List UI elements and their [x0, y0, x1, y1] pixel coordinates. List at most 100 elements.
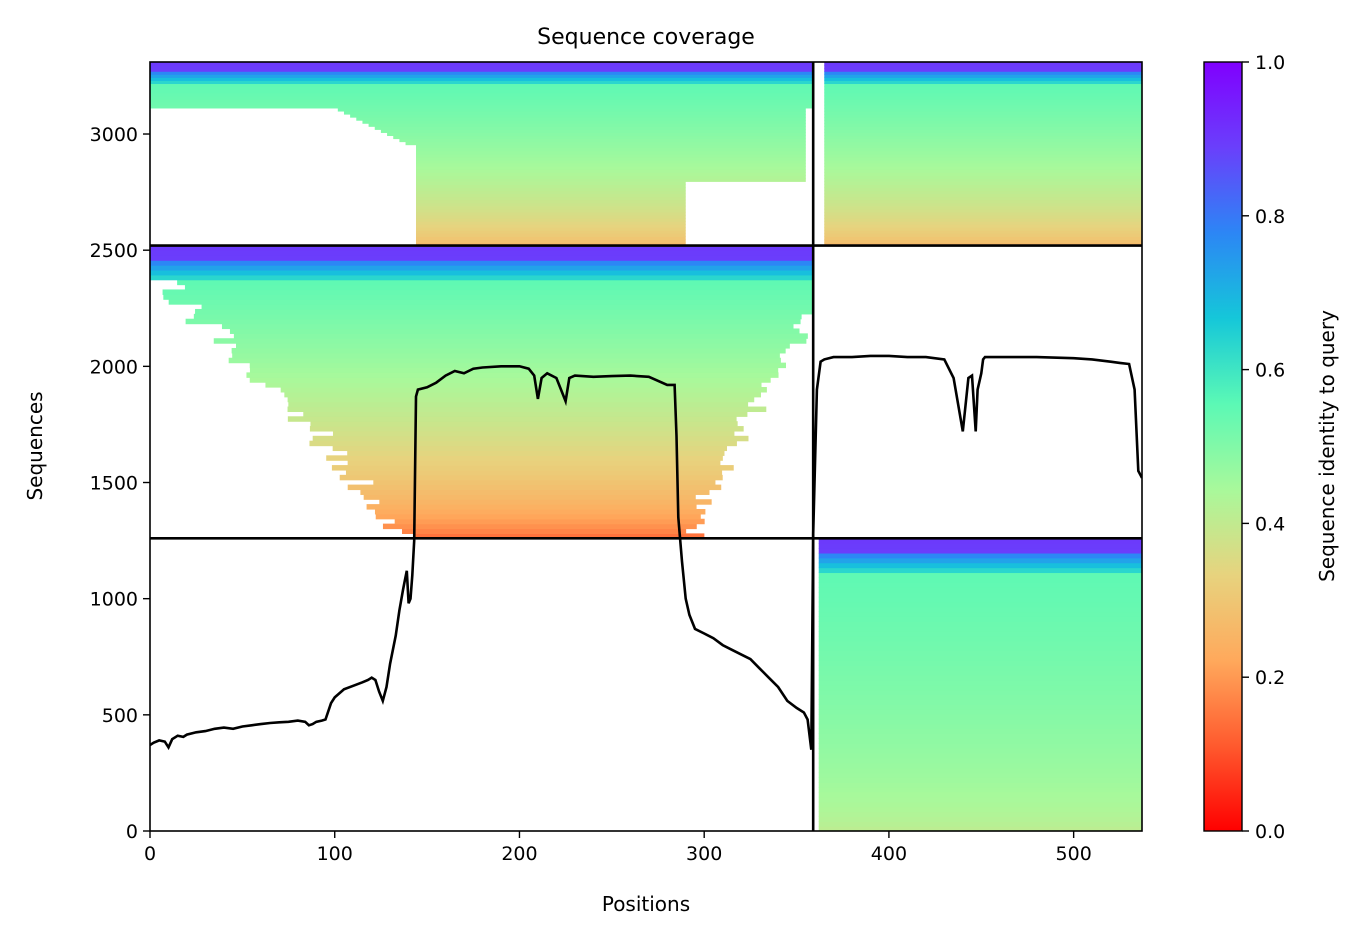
heatmap-band [824, 221, 1142, 225]
heatmap-band [824, 126, 1142, 130]
heatmap-band [818, 543, 1142, 549]
heatmap-band [150, 83, 814, 88]
heatmap-band [221, 323, 794, 330]
heatmap-band [150, 101, 814, 106]
heatmap-band [331, 465, 734, 471]
heatmap-band [824, 117, 1142, 121]
y-tick-label: 2000 [90, 356, 138, 378]
heatmap-band [393, 135, 806, 140]
heatmap-band [824, 166, 1142, 170]
heatmap-band [150, 265, 814, 271]
heatmap-band [824, 178, 1142, 182]
heatmap-band [150, 98, 814, 103]
heatmap-band [818, 635, 1142, 642]
colorbar [1203, 61, 1243, 832]
heatmap-band [416, 169, 806, 173]
heatmap-band [309, 440, 737, 447]
heatmap-band [287, 416, 737, 422]
heatmap-band [416, 205, 686, 210]
heatmap-band [360, 489, 710, 495]
heatmap-band [818, 811, 1142, 817]
heatmap-band [184, 284, 814, 291]
heatmap-band [824, 62, 1142, 66]
heatmap-band [332, 445, 728, 452]
heatmap-band [824, 89, 1142, 94]
heatmap-band [416, 224, 686, 228]
heatmap-band [824, 101, 1142, 106]
heatmap-band [416, 178, 806, 182]
heatmap-band [824, 175, 1142, 179]
colorbar-label: Sequence identity to query [1315, 310, 1339, 582]
heatmap-block-chain1-middle [150, 245, 814, 539]
heatmap-band [824, 227, 1142, 231]
heatmap-block-chain1-only [150, 62, 814, 247]
heatmap-band [824, 132, 1142, 137]
heatmap-band [309, 426, 744, 432]
heatmap-band [416, 199, 686, 204]
heatmap-band [347, 460, 721, 466]
heatmap-band [818, 538, 1142, 544]
heatmap-band [818, 791, 1142, 798]
heatmap-band [405, 141, 806, 146]
heatmap-band [824, 236, 1142, 241]
heatmap-band [818, 782, 1142, 788]
heatmap-band [416, 153, 806, 158]
heatmap-band [818, 591, 1142, 598]
heatmap-band [818, 787, 1142, 793]
colorbar-axis: 0.0 0.2 0.4 0.6 0.8 1.0 [1242, 52, 1285, 843]
heatmap-band [818, 752, 1142, 759]
heatmap-band [416, 236, 686, 241]
heatmap-band [824, 68, 1142, 72]
heatmap-band [818, 665, 1142, 671]
heatmap-band [345, 469, 723, 476]
y-axis-label: Sequences [23, 391, 47, 500]
heatmap-band [824, 184, 1142, 189]
heatmap-band [416, 196, 686, 201]
heatmap-band [416, 233, 686, 237]
heatmap-band [824, 135, 1142, 140]
heatmap-band [824, 162, 1142, 167]
heatmap-band [818, 733, 1142, 739]
heatmap-band [343, 110, 806, 115]
heatmap-band [326, 455, 723, 461]
heatmap-band [824, 172, 1142, 176]
colorbar-tick-label: 0.6 [1255, 360, 1285, 382]
heatmap-band [387, 132, 806, 137]
heatmap-band [402, 528, 687, 534]
heatmap-band [818, 552, 1142, 559]
heatmap-band [363, 494, 696, 500]
heatmap-band [232, 352, 780, 359]
heatmap-band [416, 202, 686, 207]
heatmap-band [818, 655, 1142, 661]
heatmap-band [818, 650, 1142, 656]
heatmap-band [416, 175, 806, 179]
heatmap-band [818, 645, 1142, 652]
heatmap-band [416, 184, 686, 189]
heatmap-band [818, 611, 1142, 617]
heatmap-band [280, 387, 767, 393]
heatmap-band [213, 338, 807, 344]
heatmap-band [818, 669, 1142, 676]
heatmap-band [818, 709, 1142, 715]
heatmap-band [416, 150, 806, 155]
heatmap-band [416, 239, 686, 244]
heatmap-band [168, 299, 814, 305]
heatmap-band [416, 156, 806, 161]
heatmap-band [818, 728, 1142, 735]
heatmap-band [824, 199, 1142, 204]
heatmap-band [818, 816, 1142, 822]
heatmap-band [818, 572, 1142, 578]
heatmap-band [150, 74, 814, 78]
heatmap-block-chain2-top [824, 62, 1142, 247]
colorbar-tick-label: 0.0 [1255, 821, 1285, 843]
colorbar-tick-label: 1.0 [1255, 52, 1285, 74]
heatmap-band [818, 640, 1142, 647]
heatmap-band [818, 718, 1142, 725]
heatmap-band [818, 567, 1142, 574]
y-tick-label: 2500 [90, 240, 138, 262]
heatmap-band [824, 218, 1142, 222]
heatmap-band [416, 144, 806, 149]
heatmap-band [265, 382, 762, 388]
x-axis: 0 100 200 300 400 500 [144, 831, 1092, 865]
heatmap-band [150, 62, 814, 66]
